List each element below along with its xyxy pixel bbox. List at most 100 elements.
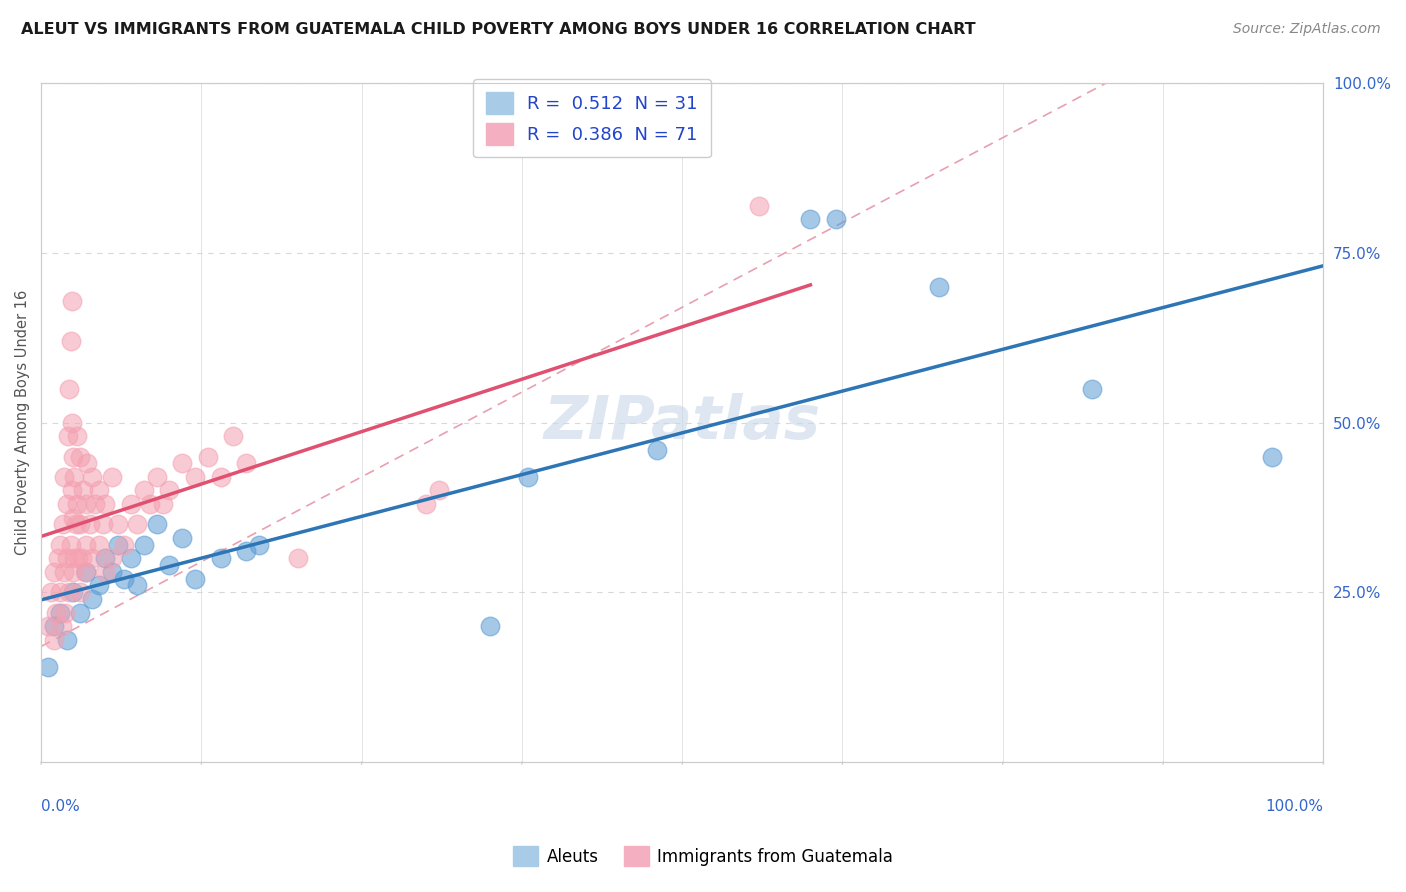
Point: [62, 450, 84, 464]
Point: [51, 619, 73, 633]
Point: [172, 531, 194, 545]
Point: [87, 578, 110, 592]
Point: [415, 497, 437, 511]
Point: [66, 497, 89, 511]
Point: [139, 497, 162, 511]
Point: [66, 429, 89, 443]
Point: [235, 544, 257, 558]
Point: [517, 470, 540, 484]
Point: [132, 483, 155, 498]
Point: [114, 538, 136, 552]
Point: [127, 517, 149, 532]
Point: [209, 470, 232, 484]
Point: [87, 483, 110, 498]
Point: [157, 558, 180, 572]
Point: [67, 551, 90, 566]
Legend: R =  0.512  N = 31, R =  0.386  N = 71: R = 0.512 N = 31, R = 0.386 N = 71: [474, 78, 710, 157]
Point: [55, 497, 77, 511]
Point: [58, 585, 80, 599]
Point: [46, 551, 69, 566]
Point: [62, 510, 84, 524]
Point: [247, 538, 270, 552]
Point: [107, 538, 129, 552]
Point: [172, 456, 194, 470]
Point: [45, 606, 67, 620]
Point: [53, 565, 76, 579]
Text: ALEUT VS IMMIGRANTS FROM GUATEMALA CHILD POVERTY AMONG BOYS UNDER 16 CORRELATION: ALEUT VS IMMIGRANTS FROM GUATEMALA CHILD…: [21, 22, 976, 37]
Point: [49, 585, 72, 599]
Point: [87, 538, 110, 552]
Point: [69, 517, 91, 532]
Point: [235, 456, 257, 470]
Point: [157, 483, 180, 498]
Point: [107, 517, 129, 532]
Point: [120, 551, 142, 566]
Point: [132, 538, 155, 552]
Point: [127, 578, 149, 592]
Point: [49, 606, 72, 620]
Point: [58, 382, 80, 396]
Point: [209, 551, 232, 566]
Point: [184, 470, 207, 484]
Point: [63, 551, 86, 566]
Point: [62, 565, 84, 579]
Point: [75, 538, 97, 552]
Point: [59, 334, 82, 349]
Point: [69, 450, 91, 464]
Point: [59, 538, 82, 552]
Point: [76, 456, 98, 470]
Point: [79, 517, 101, 532]
Point: [60, 293, 83, 308]
Point: [825, 212, 848, 227]
Point: [41, 585, 63, 599]
Point: [94, 497, 117, 511]
Legend: Aleuts, Immigrants from Guatemala: Aleuts, Immigrants from Guatemala: [506, 839, 900, 873]
Point: [114, 572, 136, 586]
Point: [197, 450, 219, 464]
Point: [120, 497, 142, 511]
Point: [75, 497, 97, 511]
Point: [60, 483, 83, 498]
Point: [94, 551, 117, 566]
Point: [70, 551, 93, 566]
Point: [645, 442, 668, 457]
Point: [75, 565, 97, 579]
Point: [60, 416, 83, 430]
Point: [55, 632, 77, 647]
Text: Source: ZipAtlas.com: Source: ZipAtlas.com: [1233, 22, 1381, 37]
Text: ZIPatlas: ZIPatlas: [544, 393, 821, 452]
Point: [55, 551, 77, 566]
Point: [184, 572, 207, 586]
Point: [42, 632, 65, 647]
Point: [84, 497, 107, 511]
Point: [69, 606, 91, 620]
Y-axis label: Child Poverty Among Boys Under 16: Child Poverty Among Boys Under 16: [15, 290, 30, 555]
Point: [52, 517, 75, 532]
Point: [91, 517, 114, 532]
Text: 100.0%: 100.0%: [1265, 799, 1323, 814]
Point: [427, 483, 450, 498]
Point: [82, 592, 104, 607]
Point: [72, 483, 94, 498]
Point: [63, 470, 86, 484]
Point: [82, 551, 104, 566]
Point: [152, 497, 174, 511]
Point: [1081, 382, 1104, 396]
Point: [478, 619, 501, 633]
Point: [73, 565, 96, 579]
Point: [69, 585, 91, 599]
Point: [100, 470, 122, 484]
Point: [53, 470, 76, 484]
Point: [37, 660, 59, 674]
Text: 0.0%: 0.0%: [41, 799, 80, 814]
Point: [799, 212, 821, 227]
Point: [145, 517, 167, 532]
Point: [1261, 450, 1284, 464]
Point: [287, 551, 309, 566]
Point: [65, 517, 87, 532]
Point: [82, 470, 104, 484]
Point: [222, 429, 245, 443]
Point: [49, 538, 72, 552]
Point: [42, 619, 65, 633]
Point: [100, 551, 122, 566]
